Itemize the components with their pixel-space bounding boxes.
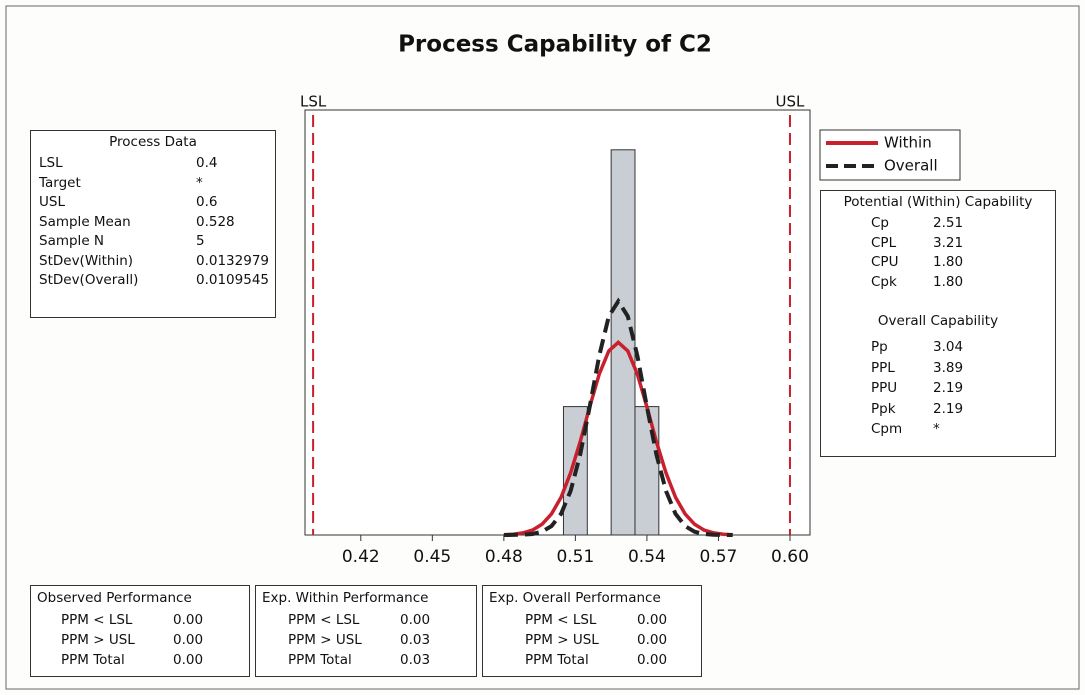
- row-label: Sample N: [39, 233, 104, 249]
- table-title: Exp. Overall Performance: [489, 590, 707, 606]
- row-label: Target: [39, 175, 81, 191]
- x-tick-label: 0.54: [628, 547, 666, 567]
- row-label: PPM Total: [288, 652, 352, 668]
- row-value: 3.04: [933, 339, 963, 355]
- legend-label: Overall: [884, 157, 938, 175]
- x-tick-label: 0.57: [700, 547, 738, 567]
- row-value: 3.89: [933, 360, 963, 376]
- table-title: Potential (Within) Capability: [821, 194, 1055, 210]
- row-value: 1.80: [933, 254, 963, 270]
- table-box: Overall Capability Pp 3.04 PPL 3.89 PPU 2.19 Pp…: [820, 301, 1056, 457]
- row-label: StDev(Within): [39, 253, 133, 269]
- row-value: 0.00: [400, 612, 430, 628]
- row-value: 5: [196, 233, 205, 249]
- row-value: 0.00: [173, 632, 203, 648]
- row-value: 2.19: [933, 401, 963, 417]
- row-label: Ppk: [871, 401, 896, 417]
- row-label: PPM Total: [525, 652, 589, 668]
- row-value: 0.0109545: [196, 272, 269, 288]
- table-title: Exp. Within Performance: [262, 590, 482, 606]
- row-label: LSL: [39, 155, 63, 171]
- plot-frame: [305, 110, 810, 535]
- row-label: PPM < LSL: [61, 612, 132, 628]
- x-tick-label: 0.51: [556, 547, 594, 567]
- histogram-bar: [611, 150, 635, 535]
- row-label: Cpm: [871, 421, 902, 437]
- x-tick-label: 0.60: [771, 547, 809, 567]
- x-tick-label: 0.42: [342, 547, 380, 567]
- row-value: 0.00: [173, 612, 203, 628]
- table-box: Potential (Within) Capability Cp 2.51 CPL 3.…: [820, 190, 1056, 302]
- row-label: Cp: [871, 215, 889, 231]
- row-label: PPM > USL: [61, 632, 135, 648]
- row-value: 3.21: [933, 235, 963, 251]
- row-label: CPU: [871, 254, 898, 270]
- row-value: 0.0132979: [196, 253, 269, 269]
- row-label: PPM Total: [61, 652, 125, 668]
- row-label: PPM > USL: [288, 632, 362, 648]
- row-value: 0.4: [196, 155, 217, 171]
- x-tick-label: 0.45: [413, 547, 451, 567]
- row-value: 0.00: [637, 612, 667, 628]
- table-title: Process Data: [31, 134, 275, 150]
- row-value: 0.00: [173, 652, 203, 668]
- row-value: 0.6: [196, 194, 217, 210]
- histogram-bar: [635, 407, 659, 535]
- row-value: 2.51: [933, 215, 963, 231]
- row-value: 1.80: [933, 274, 963, 290]
- spec-label: LSL: [300, 93, 327, 111]
- row-label: PPU: [871, 380, 897, 396]
- row-value: 0.528: [196, 214, 235, 230]
- legend-label: Within: [884, 134, 932, 152]
- row-value: 0.00: [637, 652, 667, 668]
- row-value: 0.03: [400, 652, 430, 668]
- row-label: StDev(Overall): [39, 272, 138, 288]
- table-box: Process Data LSL 0.4 Target * USL 0.6 Sample Me…: [30, 130, 276, 318]
- row-label: PPM > USL: [525, 632, 599, 648]
- table-title: Overall Capability: [821, 313, 1055, 329]
- row-value: *: [196, 175, 203, 191]
- row-label: CPL: [871, 235, 896, 251]
- x-tick-label: 0.48: [485, 547, 523, 567]
- row-value: 2.19: [933, 380, 963, 396]
- row-label: PPM < LSL: [288, 612, 359, 628]
- row-label: Pp: [871, 339, 888, 355]
- row-value: 0.03: [400, 632, 430, 648]
- table-title: Observed Performance: [37, 590, 255, 606]
- row-label: Sample Mean: [39, 214, 131, 230]
- chart-title: Process Capability of C2: [398, 32, 712, 58]
- page: Process Capability of C2 LSL USL Within Ove…: [0, 0, 1085, 695]
- row-value: *: [933, 421, 940, 437]
- row-label: PPM < LSL: [525, 612, 596, 628]
- row-label: PPL: [871, 360, 895, 376]
- spec-label: USL: [776, 93, 806, 111]
- row-label: Cpk: [871, 274, 897, 290]
- row-value: 0.00: [637, 632, 667, 648]
- row-label: USL: [39, 194, 65, 210]
